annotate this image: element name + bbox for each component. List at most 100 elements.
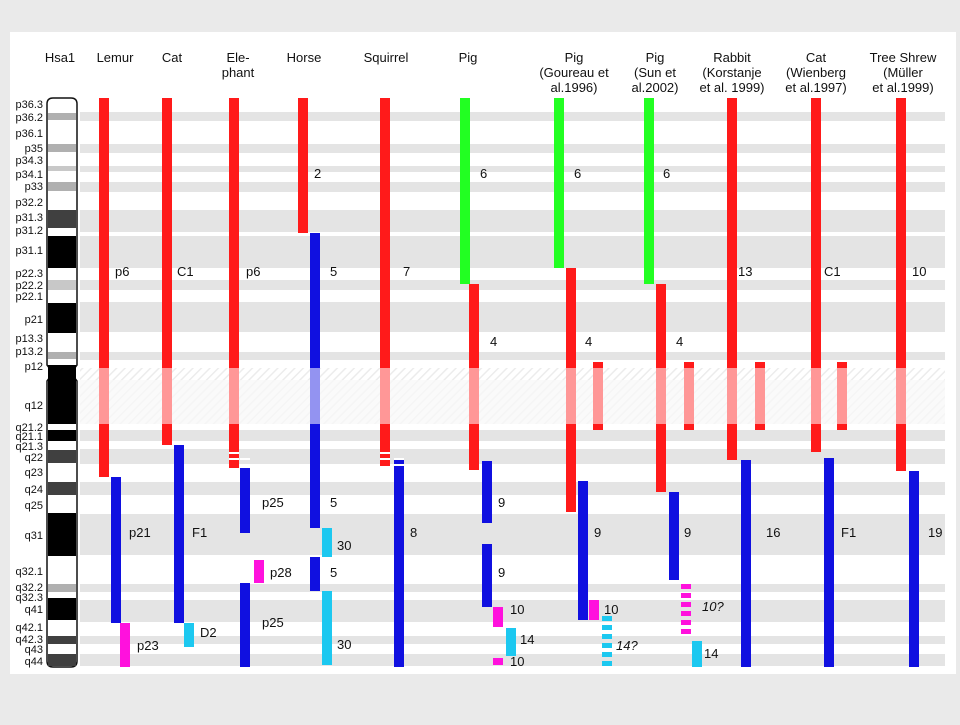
header-hsa1: Hsa1 (45, 50, 75, 65)
segment-bar-lemur (111, 477, 121, 623)
ideogram-band (48, 182, 76, 191)
band-stripe (80, 600, 945, 622)
ideogram-band (48, 598, 76, 620)
ideogram-band (48, 113, 76, 120)
band-stripe (80, 182, 945, 192)
segment-bar-lemur (120, 623, 130, 667)
segment-bar-pig-sun (644, 98, 654, 284)
segment-bar-rabbit-korstanje (727, 98, 737, 460)
band-stripe (80, 302, 945, 332)
segment-label-tree-shrew: 19 (928, 525, 942, 540)
band-label-p22.3: p22.3 (15, 268, 43, 280)
segment-bar-tree-shrew (896, 98, 906, 471)
header-cat-wienberg: Cat (806, 50, 827, 65)
segment-bar-elephant (240, 583, 250, 667)
band-label-q22: q22 (25, 452, 43, 464)
segment-label-horse: 30 (337, 538, 351, 553)
header-lemur: Lemur (97, 50, 135, 65)
segment-bar-elephant (240, 468, 250, 533)
header-rabbit-korstanje: (Korstanje (702, 65, 761, 80)
header-squirrel: Squirrel (364, 50, 409, 65)
band-stripe (80, 430, 945, 441)
segment-split (380, 458, 390, 460)
segment-label-horse: 2 (314, 166, 321, 181)
ideogram-band (48, 144, 76, 152)
band-label-q32.3: q32.3 (15, 592, 43, 604)
segment-bar-pig-goureau (554, 98, 564, 268)
band-label-q32.2: q32.2 (15, 582, 43, 594)
segment-bar-cat (162, 98, 172, 445)
segment-bar-elephant (254, 560, 264, 583)
segment-label-rabbit-korstanje: 16 (766, 525, 780, 540)
dashed-segment-magenta (681, 602, 691, 607)
header-tree-shrew: et al.1999) (872, 80, 933, 95)
segment-split (240, 464, 250, 466)
segment-label-cat: C1 (177, 264, 194, 279)
dashed-segment-cyan (602, 625, 612, 630)
segment-label-horse: 5 (330, 495, 337, 510)
ideogram-band (48, 430, 76, 441)
segment-label-pig: 6 (480, 166, 487, 181)
ideogram-band (48, 166, 76, 171)
band-stripe (80, 166, 945, 172)
segment-label-pig: 9 (498, 495, 505, 510)
header-tree-shrew: Tree Shrew (870, 50, 937, 65)
segment-label-pig-sun: 14 (704, 646, 718, 661)
segment-label-pig-goureau: 14? (616, 638, 638, 653)
segment-bar-squirrel (380, 98, 390, 466)
dashed-segment-magenta (681, 593, 691, 598)
header-pig-sun: (Sun et (634, 65, 676, 80)
centromere-overlay (80, 368, 945, 424)
header-cat: Cat (162, 50, 183, 65)
dashed-segment-magenta (681, 629, 691, 634)
segment-bar-pig (460, 98, 470, 284)
segment-label-pig-sun: 9 (684, 525, 691, 540)
band-label-q24: q24 (25, 484, 43, 496)
segment-label-lemur: p21 (129, 525, 151, 540)
segment-label-pig-sun: 10? (702, 599, 724, 614)
band-label-q44: q44 (25, 656, 43, 668)
segment-bar-tree-shrew (909, 471, 919, 667)
segment-bar-cat (184, 623, 194, 647)
segment-bar-pig-sun (669, 492, 679, 580)
dashed-segment-magenta (681, 620, 691, 625)
segment-label-pig: 4 (490, 334, 497, 349)
segment-bar-elephant (229, 98, 239, 468)
dashed-segment-cyan (602, 643, 612, 648)
segment-bar-horse (322, 528, 332, 557)
segment-label-horse: 5 (330, 264, 337, 279)
segment-label-pig-goureau: 9 (594, 525, 601, 540)
segment-label-pig-sun: 4 (676, 334, 683, 349)
band-label-q25: q25 (25, 500, 43, 512)
band-stripe (80, 584, 945, 592)
segment-bar-pig (493, 658, 503, 665)
band-label-p36.2: p36.2 (15, 112, 43, 124)
hsa1-ideogram (46, 97, 78, 668)
ideogram-band (48, 236, 76, 268)
ideogram-band (48, 210, 76, 228)
segment-label-rabbit-korstanje: 13 (738, 264, 752, 279)
band-stripe (80, 514, 945, 555)
header-tree-shrew: (Müller (883, 65, 923, 80)
dashed-segment-cyan (602, 661, 612, 666)
segment-label-horse: 30 (337, 637, 351, 652)
segment-split (229, 452, 239, 454)
ideogram-band (48, 280, 76, 290)
band-stripe (80, 236, 945, 268)
segment-split (394, 458, 404, 460)
ideogram-band (48, 303, 76, 333)
band-label-p36.1: p36.1 (15, 128, 43, 140)
header-pig: Pig (459, 50, 478, 65)
segment-bar-cat (174, 445, 184, 623)
segment-label-pig-sun: 6 (663, 166, 670, 181)
band-label-p12: p12 (25, 361, 43, 373)
segment-label-pig-goureau: 4 (585, 334, 592, 349)
segment-bar-cat-wienberg (824, 458, 834, 667)
segment-bar-pig (482, 461, 492, 523)
segment-label-elephant: p25 (262, 615, 284, 630)
segment-label-pig: 9 (498, 565, 505, 580)
segment-bar-pig-goureau (589, 600, 599, 620)
